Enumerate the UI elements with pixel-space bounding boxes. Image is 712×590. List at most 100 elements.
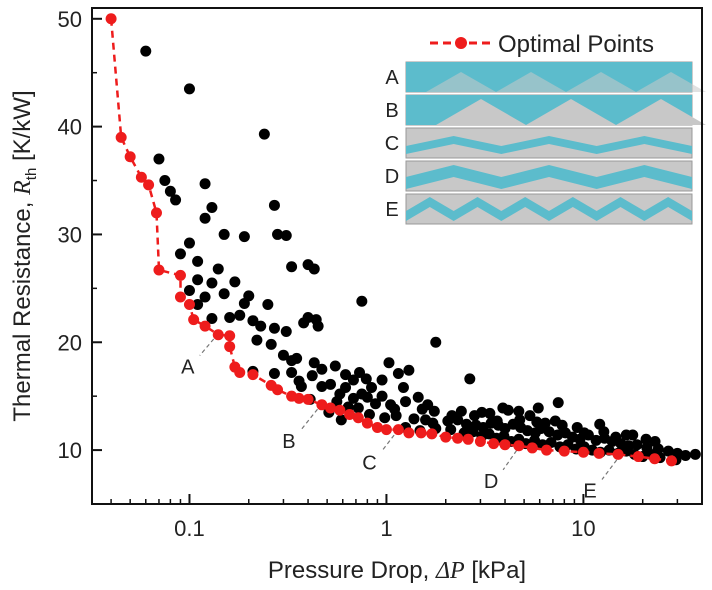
- optimal-point: [344, 409, 356, 421]
- optimal-point: [302, 393, 314, 405]
- data-point: [199, 178, 211, 190]
- data-point: [532, 402, 544, 414]
- optimal-point: [380, 424, 392, 436]
- annotations: A B C D E: [181, 333, 622, 503]
- scatter-series: [140, 45, 701, 466]
- data-point: [183, 237, 195, 249]
- optimal-point: [488, 438, 500, 450]
- optimal-point: [272, 384, 284, 396]
- data-point: [316, 363, 328, 375]
- y-tick-label: 20: [58, 330, 82, 355]
- data-point: [258, 128, 270, 140]
- data-point: [212, 263, 224, 275]
- data-point: [183, 285, 195, 297]
- optimal-point: [452, 432, 464, 444]
- legend: Optimal Points: [430, 31, 654, 58]
- optimal-point: [143, 179, 155, 191]
- data-point: [397, 382, 409, 394]
- data-point: [316, 380, 328, 392]
- optimal-point: [403, 427, 415, 439]
- data-point: [363, 409, 375, 421]
- data-point: [243, 290, 255, 302]
- optimal-point: [247, 369, 259, 381]
- optimal-point: [612, 448, 624, 460]
- data-point: [400, 396, 412, 408]
- annotation-leader: [502, 444, 522, 471]
- data-point: [403, 364, 415, 376]
- data-point: [408, 413, 420, 425]
- data-point: [262, 299, 274, 311]
- data-point: [379, 412, 391, 424]
- data-point: [552, 397, 564, 409]
- data-point: [356, 295, 368, 307]
- inset-wall-pattern: [426, 72, 706, 92]
- optimal-point: [632, 451, 644, 463]
- optimal-point: [115, 131, 127, 143]
- data-point: [286, 366, 298, 378]
- data-point: [170, 194, 182, 206]
- inset-wall-pattern: [436, 99, 706, 125]
- data-point: [255, 320, 267, 332]
- data-point: [192, 299, 204, 311]
- data-point: [286, 355, 298, 367]
- optimal-point: [325, 402, 337, 414]
- data-point: [224, 311, 236, 323]
- optimal-point: [541, 444, 553, 456]
- data-point: [689, 448, 701, 460]
- optimal-point: [371, 421, 383, 433]
- data-point: [229, 276, 241, 288]
- data-point: [277, 349, 289, 361]
- optimal-point: [440, 431, 452, 443]
- optimal-point: [499, 439, 511, 451]
- data-point: [251, 334, 263, 346]
- optimal-point: [352, 412, 364, 424]
- data-point: [272, 228, 284, 240]
- x-tick-label: 1: [380, 516, 392, 541]
- data-point: [543, 426, 555, 438]
- optimal-point: [665, 455, 677, 467]
- data-point: [238, 231, 250, 243]
- data-point: [329, 360, 341, 372]
- data-point: [268, 199, 280, 211]
- data-point: [370, 398, 382, 410]
- data-point: [376, 390, 388, 402]
- inset-channel: [406, 136, 692, 154]
- data-point: [662, 445, 674, 457]
- inset-row-label: B: [385, 100, 398, 122]
- data-point: [361, 391, 373, 403]
- optimal-point: [316, 399, 328, 411]
- data-point: [455, 405, 467, 417]
- data-point: [192, 255, 204, 267]
- data-point: [206, 201, 218, 213]
- data-point: [183, 83, 195, 95]
- data-point: [347, 392, 359, 404]
- y-tick-label: 50: [58, 7, 82, 32]
- data-point: [640, 433, 652, 445]
- data-point: [325, 378, 337, 390]
- data-point: [502, 404, 514, 416]
- data-point: [428, 405, 440, 417]
- data-point: [310, 314, 322, 326]
- optimal-point: [183, 299, 195, 311]
- optimal-point: [426, 428, 438, 440]
- data-point: [199, 212, 211, 224]
- data-point: [476, 406, 488, 418]
- data-point: [234, 309, 246, 321]
- annotation-label: D: [484, 471, 498, 493]
- inset-channel: [406, 165, 692, 189]
- optimal-point: [124, 151, 136, 163]
- inset-row-label: A: [385, 67, 399, 89]
- data-point: [153, 153, 165, 165]
- optimal-point: [649, 453, 661, 465]
- data-point: [376, 374, 388, 386]
- optimal-series: [105, 13, 677, 467]
- data-point: [306, 370, 318, 382]
- data-point: [247, 315, 259, 327]
- data-point: [265, 338, 277, 350]
- optimal-point: [526, 442, 538, 454]
- optimal-point: [513, 440, 525, 452]
- annotation-leader: [199, 333, 219, 356]
- data-point: [218, 228, 230, 240]
- optimal-point: [293, 392, 305, 404]
